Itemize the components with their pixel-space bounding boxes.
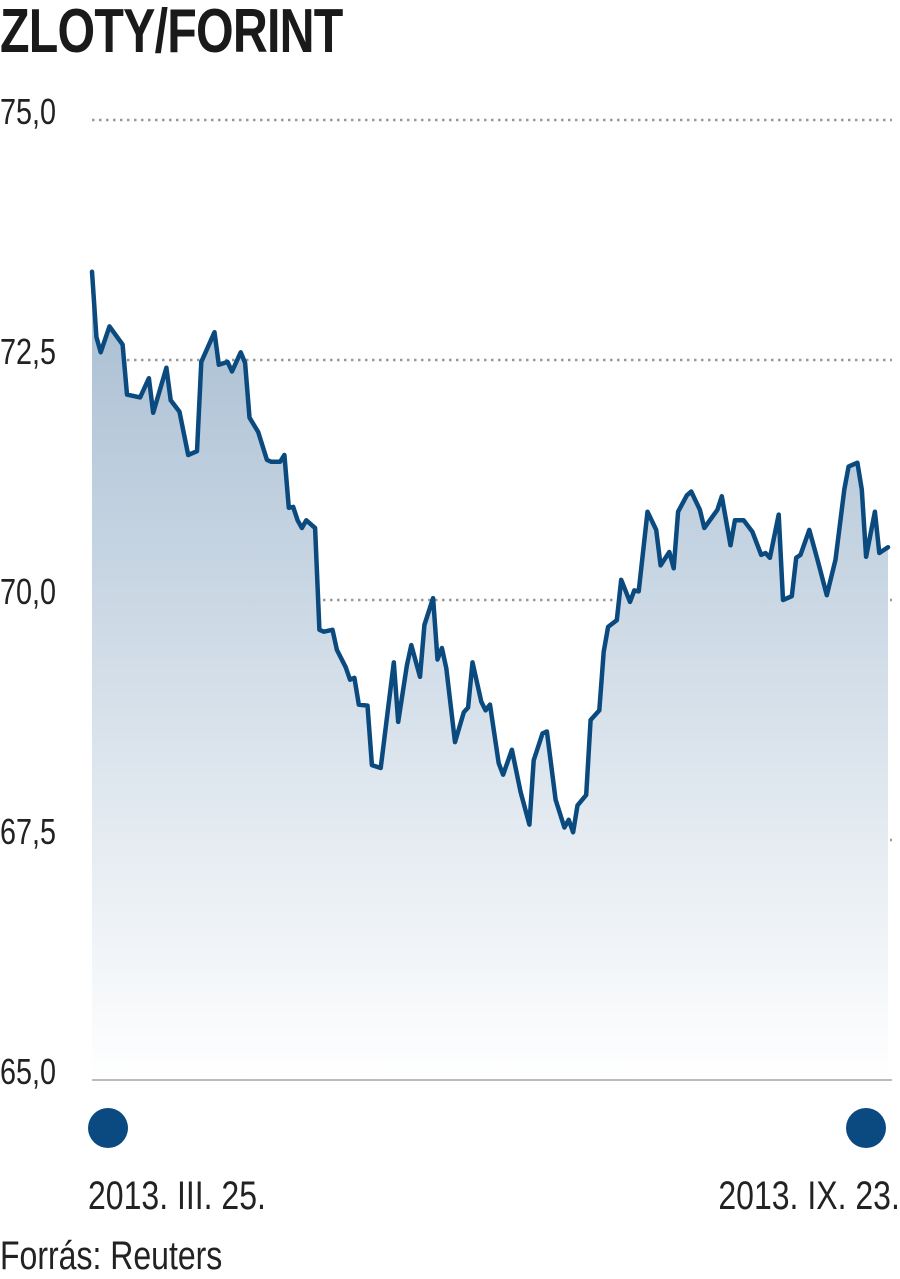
y-tick-label: 65,0	[0, 1051, 57, 1092]
y-tick-label: 75,0	[0, 91, 57, 132]
source-label: Forrás: Reuters	[0, 1234, 223, 1278]
y-tick-label: 67,5	[0, 811, 57, 852]
x-end-label: 2013. IX. 23.	[718, 1174, 900, 1218]
area-fill	[92, 271, 888, 1080]
series-line	[89, 269, 891, 835]
start-date-marker	[88, 1108, 128, 1148]
end-date-marker	[846, 1108, 886, 1148]
y-tick-label: 70,0	[0, 571, 57, 612]
chart-title: ZLOTY/FORINT	[0, 0, 343, 66]
y-tick-label: 72,5	[0, 331, 57, 372]
x-start-label: 2013. III. 25.	[88, 1174, 266, 1218]
